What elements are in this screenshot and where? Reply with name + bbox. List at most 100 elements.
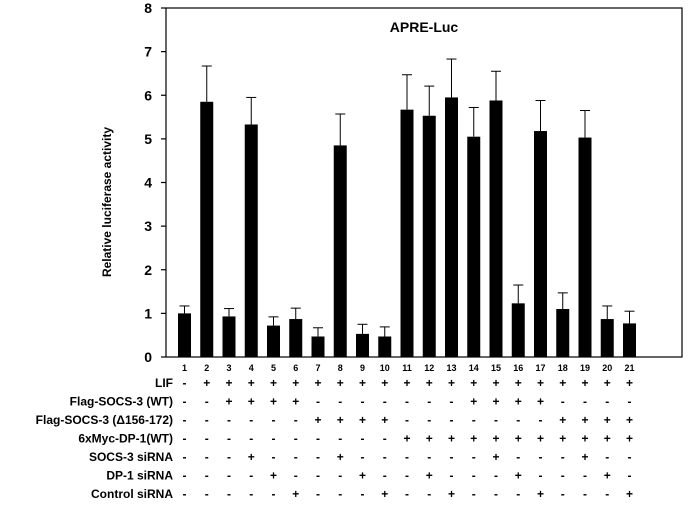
condition-mark: + xyxy=(626,487,633,501)
condition-mark: + xyxy=(292,487,299,501)
lane-number: 20 xyxy=(602,363,612,373)
condition-mark: - xyxy=(316,450,320,464)
condition-mark: + xyxy=(581,413,588,427)
condition-mark: - xyxy=(249,432,253,446)
lane-number: 11 xyxy=(402,363,412,373)
lane-number: 9 xyxy=(360,363,365,373)
condition-mark: - xyxy=(249,487,253,501)
lane-number: 3 xyxy=(226,363,231,373)
condition-mark: - xyxy=(383,469,387,483)
y-tick-label: 5 xyxy=(144,131,152,147)
condition-label: 6xMyc-DP-1(WT) xyxy=(78,432,173,446)
condition-mark: - xyxy=(316,487,320,501)
condition-mark: + xyxy=(426,432,433,446)
condition-mark: - xyxy=(272,432,276,446)
condition-mark: - xyxy=(205,487,209,501)
bar xyxy=(578,137,592,357)
condition-mark: + xyxy=(537,376,544,390)
condition-mark: + xyxy=(359,413,366,427)
condition-mark: + xyxy=(448,376,455,390)
condition-mark: + xyxy=(470,432,477,446)
y-tick-label: 1 xyxy=(144,305,152,321)
condition-mark: - xyxy=(450,469,454,483)
condition-mark: - xyxy=(205,432,209,446)
condition-mark: - xyxy=(628,450,632,464)
condition-mark: - xyxy=(405,413,409,427)
lane-number: 21 xyxy=(624,363,634,373)
bar xyxy=(489,100,503,358)
condition-mark: - xyxy=(183,450,187,464)
condition-mark: - xyxy=(338,432,342,446)
condition-mark: + xyxy=(248,450,255,464)
y-tick-label: 6 xyxy=(144,87,152,103)
condition-label: LIF xyxy=(155,376,173,390)
condition-mark: - xyxy=(472,487,476,501)
condition-mark: - xyxy=(361,395,365,409)
condition-mark: - xyxy=(450,450,454,464)
condition-mark: - xyxy=(294,469,298,483)
y-axis-label: Relative luciferase activity xyxy=(100,127,114,277)
condition-mark: - xyxy=(539,413,543,427)
condition-mark: + xyxy=(337,450,344,464)
y-axis: 0 1 2 3 4 5 6 7 8 xyxy=(144,0,166,365)
condition-mark: - xyxy=(405,395,409,409)
condition-mark: + xyxy=(492,376,499,390)
bars-group xyxy=(178,58,636,358)
condition-mark: - xyxy=(450,395,454,409)
lane-numbers: 1 2 3 4 5 6 7 8 9 10 11 12 13 14 15 16 17 18 19 20 21 xyxy=(182,363,635,373)
bar xyxy=(445,97,458,358)
condition-mark: + xyxy=(403,432,410,446)
condition-mark: - xyxy=(516,413,520,427)
bar xyxy=(511,303,525,357)
lane-number: 19 xyxy=(580,363,590,373)
condition-mark: + xyxy=(515,395,522,409)
condition-mark: - xyxy=(316,395,320,409)
condition-mark: + xyxy=(426,376,433,390)
condition-mark: - xyxy=(383,450,387,464)
condition-mark: - xyxy=(205,395,209,409)
bar xyxy=(244,124,258,357)
condition-mark: - xyxy=(294,413,298,427)
condition-mark: + xyxy=(492,395,499,409)
condition-mark: - xyxy=(583,395,587,409)
condition-mark: - xyxy=(316,432,320,446)
condition-mark: + xyxy=(359,376,366,390)
condition-mark: - xyxy=(405,469,409,483)
lane-number: 15 xyxy=(491,363,501,373)
bar xyxy=(267,325,280,357)
condition-mark: - xyxy=(383,395,387,409)
condition-mark: + xyxy=(359,469,366,483)
condition-mark: - xyxy=(427,413,431,427)
bar xyxy=(356,333,369,357)
condition-mark: - xyxy=(294,432,298,446)
condition-label: Flag-SOCS-3 (Δ156-172) xyxy=(36,413,173,427)
lane-number: 13 xyxy=(446,363,456,373)
condition-mark: + xyxy=(270,469,277,483)
condition-mark: - xyxy=(628,469,632,483)
condition-mark: - xyxy=(361,450,365,464)
bar xyxy=(400,109,414,358)
condition-mark: + xyxy=(225,395,232,409)
condition-mark: + xyxy=(492,432,499,446)
condition-mark: - xyxy=(272,487,276,501)
condition-mark: + xyxy=(292,376,299,390)
lane-number: 2 xyxy=(204,363,209,373)
condition-label: SOCS-3 siRNA xyxy=(89,450,173,464)
condition-mark: + xyxy=(248,395,255,409)
condition-mark: - xyxy=(272,413,276,427)
condition-mark: + xyxy=(203,376,210,390)
chart-title: APRE-Luc xyxy=(390,19,459,35)
condition-mark: + xyxy=(225,376,232,390)
condition-mark: - xyxy=(583,487,587,501)
condition-mark: - xyxy=(472,450,476,464)
condition-mark: - xyxy=(605,395,609,409)
condition-mark: - xyxy=(516,450,520,464)
condition-mark: + xyxy=(559,413,566,427)
y-tick-label: 4 xyxy=(144,175,152,191)
lane-number: 14 xyxy=(469,363,479,373)
lane-number: 6 xyxy=(293,363,298,373)
lane-number: 1 xyxy=(182,363,187,373)
condition-mark: + xyxy=(470,395,477,409)
condition-mark: + xyxy=(337,376,344,390)
condition-mark: - xyxy=(605,487,609,501)
